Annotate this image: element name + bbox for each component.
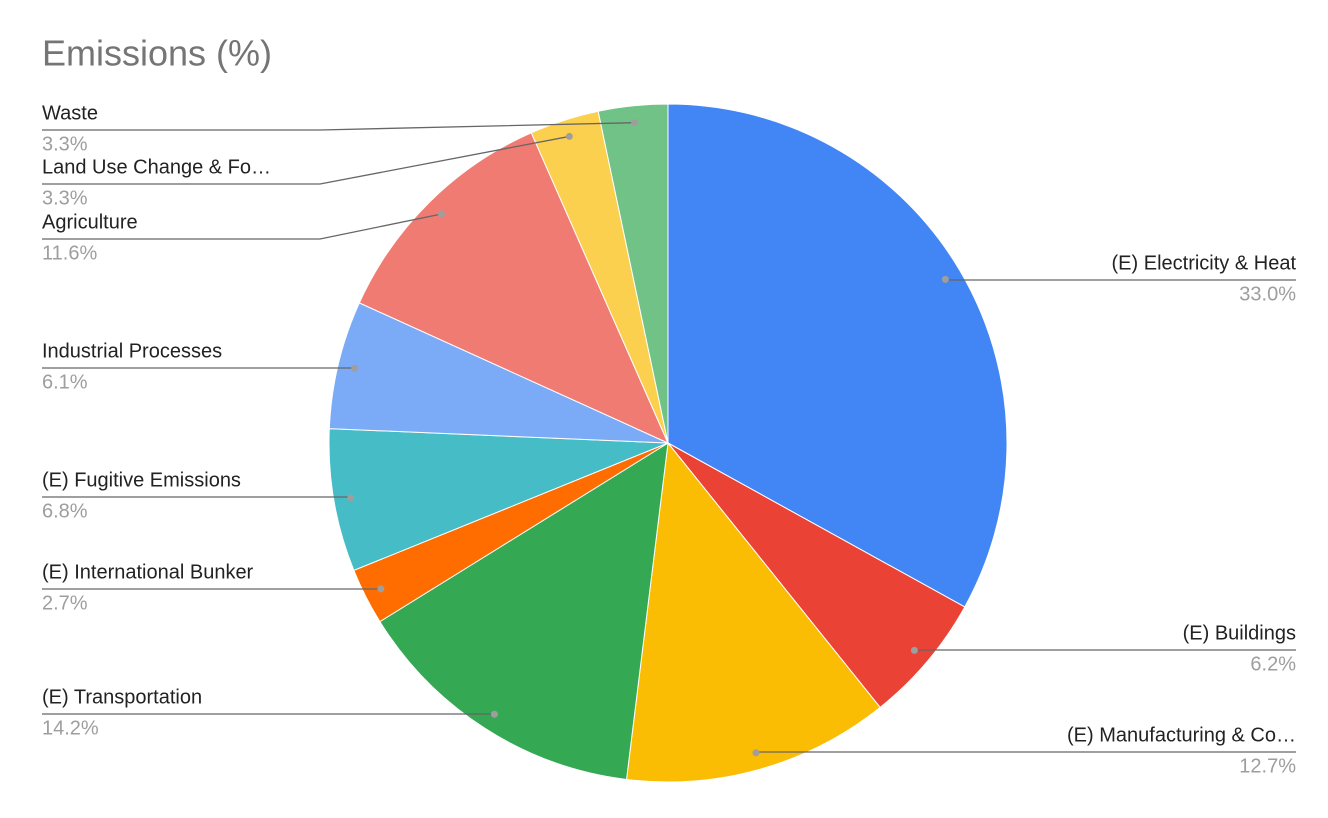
pie-slice [597,103,669,444]
slice-label: (E) Manufacturing & Co… [1067,724,1296,746]
value-label: 3.3% [42,187,88,209]
slice-label: (E) Transportation [42,686,202,708]
pie-slice [358,132,669,444]
leader-dot [631,119,639,127]
value-label: 33.0% [1239,283,1296,305]
pie-slice [328,302,669,444]
leader-dot [347,494,355,502]
slice-label: (E) Fugitive Emissions [42,469,241,491]
slice-label: (E) Buildings [1183,622,1296,644]
leader-line [42,122,635,131]
pie-slice [379,442,669,781]
value-label: 6.1% [42,371,88,393]
leader-line [944,279,1296,281]
slice-label: Land Use Change & Fo… [42,156,271,178]
pie-slice [328,428,669,572]
slice-label: Industrial Processes [42,340,222,362]
leader-dot [565,132,573,140]
slice-label: (E) Electricity & Heat [1112,252,1297,274]
value-label: 6.2% [1250,653,1296,675]
leader-dot [910,646,918,654]
value-label: 2.7% [42,592,88,614]
leader-line [42,496,352,498]
value-label: 6.8% [42,500,88,522]
slice-label: (E) International Bunker [42,561,254,583]
leader-line [42,213,442,240]
leader-line [755,751,1296,753]
leader-dot [438,210,446,218]
value-label: 3.3% [42,133,88,155]
chart-title: Emissions (%) [42,33,272,74]
value-label: 12.7% [1239,755,1296,777]
leader-dot [351,364,359,372]
leader-dot [490,710,498,718]
leader-line [42,135,570,185]
leader-dot [752,749,760,757]
leader-dot [377,585,385,593]
value-label: 14.2% [42,717,99,739]
slice-label: Agriculture [42,211,138,233]
slice-label: Waste [42,102,98,124]
pie-slice [667,442,966,709]
pie-slice [625,441,881,783]
pie-slice [667,103,1008,608]
leader-dot [941,275,949,283]
value-label: 11.6% [42,242,97,264]
